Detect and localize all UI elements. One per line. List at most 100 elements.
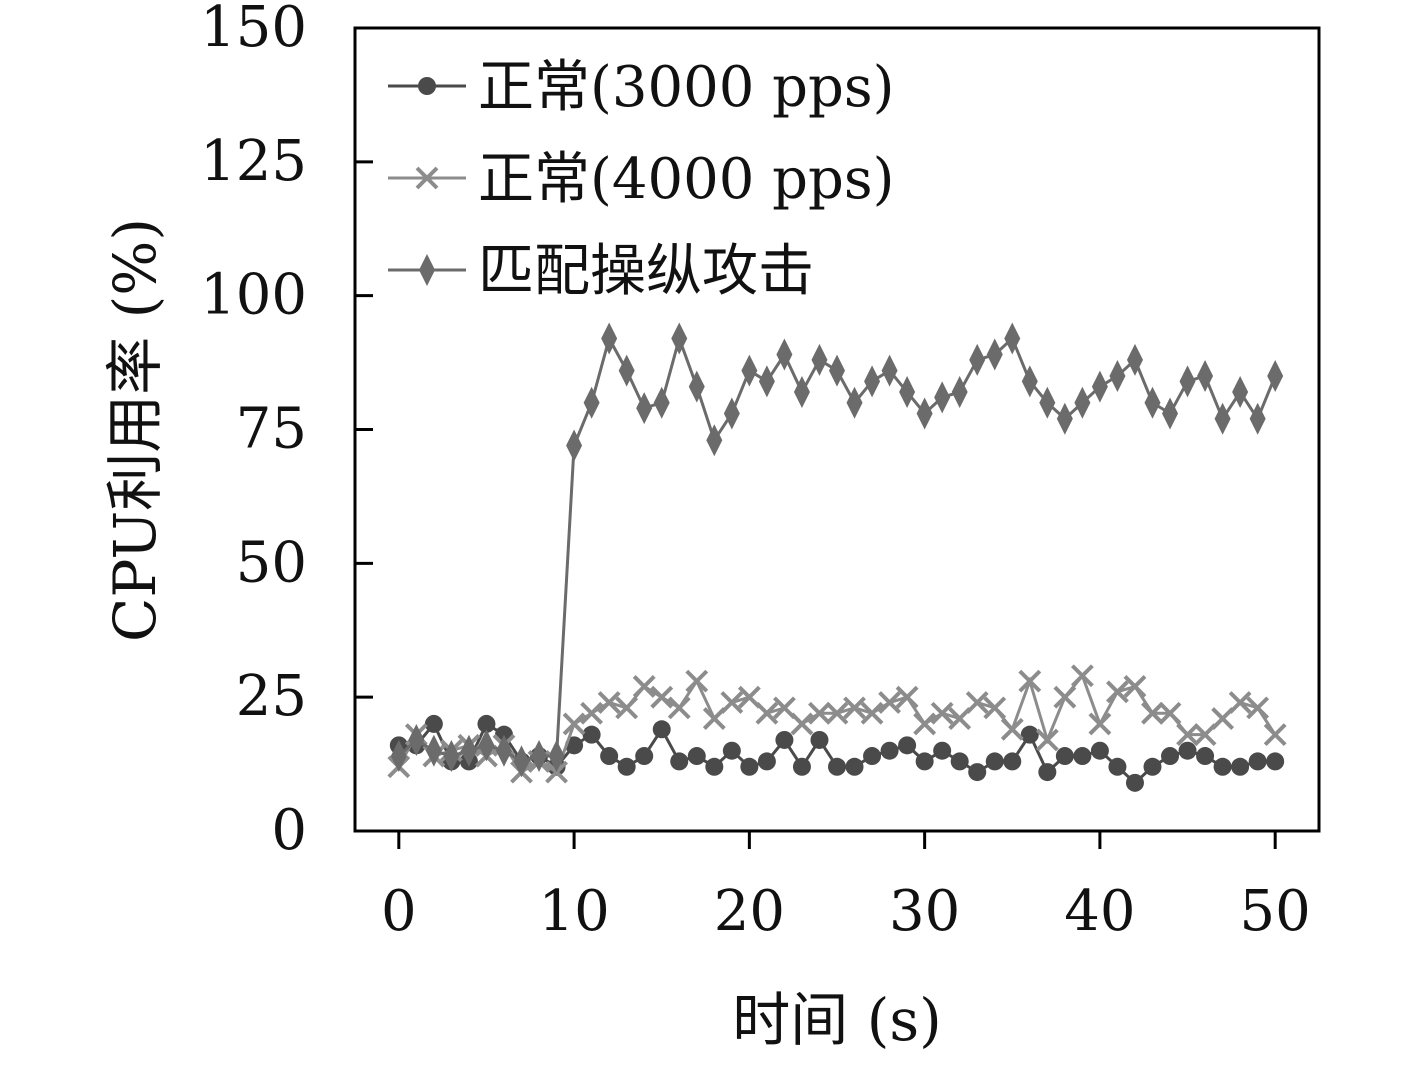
data-point: [864, 365, 881, 398]
data-point: [983, 696, 1007, 720]
data-point: [600, 747, 619, 766]
data-point: [495, 734, 512, 767]
data-point: [895, 685, 919, 709]
data-point: [934, 381, 951, 414]
data-point: [880, 741, 899, 760]
data-point: [1018, 669, 1042, 693]
data-point: [531, 740, 548, 773]
series-3: [390, 322, 1284, 778]
data-point: [811, 343, 828, 376]
data-point: [1197, 359, 1214, 392]
data-point: [1158, 701, 1182, 725]
data-point: [899, 376, 916, 409]
series-layer: [387, 322, 1287, 792]
data-point: [653, 386, 670, 419]
data-point: [793, 376, 810, 409]
data-point: [1178, 741, 1197, 760]
data-point: [829, 354, 845, 387]
data-point: [1035, 728, 1059, 752]
data-point: [670, 752, 689, 771]
data-point: [425, 734, 442, 767]
data-point: [688, 370, 705, 403]
x-tick-label: 40: [1064, 879, 1135, 944]
data-point: [755, 701, 779, 725]
data-point: [1125, 773, 1144, 792]
data-point: [878, 691, 901, 714]
data-point: [740, 757, 759, 776]
data-point: [825, 701, 849, 725]
data-point: [566, 429, 583, 462]
data-point: [1126, 343, 1143, 376]
data-point: [843, 696, 866, 720]
data-point: [916, 397, 933, 430]
data-point: [1004, 322, 1021, 355]
data-point: [1248, 752, 1267, 771]
data-point: [930, 701, 954, 725]
legend-item-3: 匹配操纵攻击: [388, 239, 814, 304]
data-point: [1144, 386, 1161, 419]
data-point: [667, 696, 691, 720]
data-point: [1091, 370, 1108, 403]
data-point: [810, 730, 829, 749]
plot-frame: [353, 26, 1321, 833]
data-point: [617, 757, 636, 776]
data-point: [1003, 752, 1022, 771]
data-point: [1193, 723, 1217, 747]
data-point: [618, 354, 635, 387]
data-point: [950, 752, 969, 771]
y-tick-label: 150: [200, 0, 307, 60]
data-point: [650, 685, 674, 709]
data-point: [965, 691, 989, 714]
data-point: [601, 322, 618, 355]
data-point: [758, 365, 775, 398]
data-point: [424, 714, 443, 733]
data-point: [636, 392, 653, 425]
data-point: [565, 736, 584, 755]
data-point: [390, 740, 407, 773]
data-point: [1038, 763, 1057, 782]
data-point: [1074, 386, 1091, 419]
data-point: [671, 322, 688, 355]
data-point: [705, 757, 724, 776]
data-point: [723, 397, 740, 430]
data-point: [951, 376, 968, 409]
data-point: [773, 696, 796, 720]
data-point: [1141, 701, 1164, 725]
data-point: [881, 354, 898, 387]
y-tick-label: 0: [271, 798, 307, 863]
data-point: [478, 729, 495, 762]
data-point: [652, 720, 671, 739]
data-point: [792, 757, 811, 776]
x-tick-label: 30: [889, 879, 960, 944]
data-point: [1123, 675, 1147, 698]
data-point: [1228, 691, 1252, 714]
data-point: [741, 354, 758, 387]
y-tick-label: 75: [236, 397, 307, 462]
data-point: [1056, 402, 1073, 435]
y-tick-label: 125: [200, 129, 307, 194]
data-point: [1090, 741, 1109, 760]
data-point: [863, 747, 882, 766]
data-point: [687, 747, 706, 766]
x-tick-label: 10: [538, 879, 609, 944]
data-point: [1266, 752, 1285, 771]
data-point: [1176, 723, 1199, 747]
data-point: [635, 747, 654, 766]
data-point: [415, 166, 439, 190]
data-point: [968, 763, 987, 782]
data-point: [1109, 359, 1126, 392]
data-point: [860, 701, 884, 725]
data-point: [1214, 402, 1231, 435]
data-point: [1213, 757, 1232, 776]
data-point: [1161, 747, 1180, 766]
data-point: [790, 712, 814, 736]
data-point: [1053, 685, 1077, 709]
data-point: [1070, 664, 1094, 688]
x-axis-label: 时间 (s): [732, 986, 941, 1054]
y-axis-label: CPU利用率 (%): [101, 218, 169, 642]
data-point: [722, 741, 741, 760]
data-point: [583, 386, 600, 419]
data-point: [1020, 725, 1039, 744]
data-point: [898, 736, 917, 755]
